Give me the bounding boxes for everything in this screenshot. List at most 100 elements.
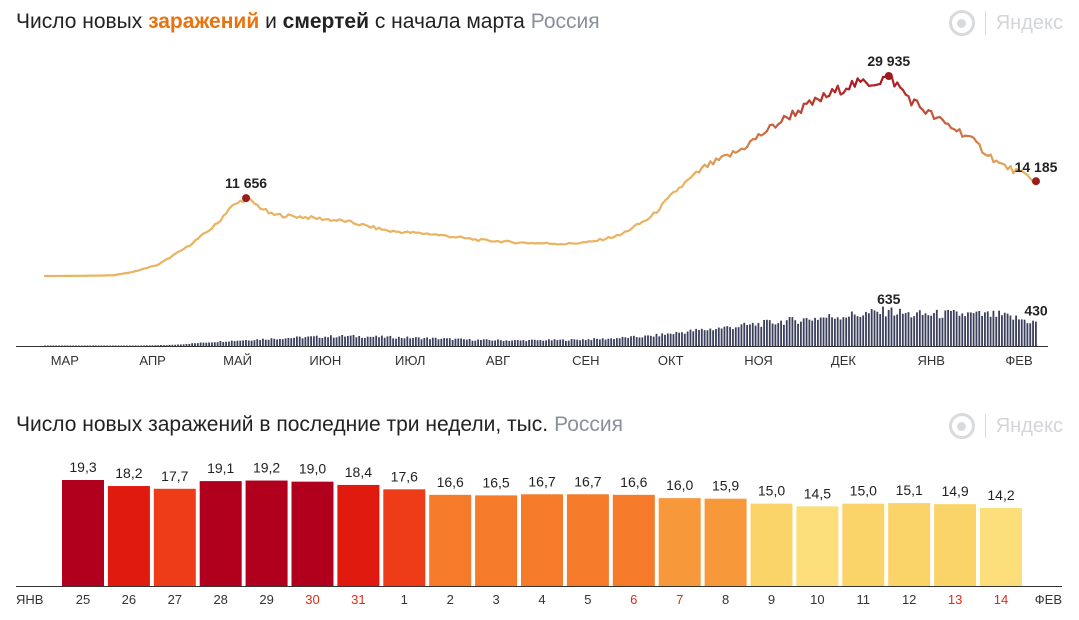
death-bar — [157, 345, 160, 346]
death-bar — [262, 338, 264, 346]
death-bar — [97, 345, 100, 346]
death-bar — [723, 326, 726, 346]
death-bar — [675, 331, 678, 346]
death-bar — [346, 335, 349, 346]
death-bar — [140, 345, 143, 346]
death-bar — [111, 345, 114, 346]
death-bar — [505, 340, 508, 346]
cases-value-label: 29 935 — [867, 53, 910, 69]
death-bar — [944, 310, 947, 346]
death-bar — [162, 345, 165, 346]
death-bar — [106, 345, 109, 346]
death-bar — [276, 339, 278, 346]
death-bar — [228, 341, 230, 346]
death-bar — [593, 338, 596, 346]
death-bar — [862, 315, 865, 346]
death-bar — [219, 341, 222, 346]
month-tick-label: ОКТ — [658, 353, 684, 368]
death-bar — [814, 317, 816, 346]
death-bar — [655, 333, 658, 346]
death-bar — [567, 340, 570, 346]
death-bar — [899, 308, 901, 346]
death-bar — [859, 316, 862, 346]
death-bar — [709, 328, 712, 346]
death-bar — [1032, 320, 1034, 346]
day-bar — [658, 498, 701, 586]
bar-value-label: 19,2 — [253, 460, 280, 476]
death-bar — [927, 315, 930, 346]
death-bar — [191, 343, 194, 346]
death-bar — [553, 339, 556, 346]
death-bar — [154, 345, 157, 346]
month-tick-label: ЯНВ — [918, 353, 945, 368]
death-bar — [734, 327, 737, 346]
death-bar — [143, 345, 145, 346]
death-bar — [216, 342, 219, 346]
death-bar — [729, 327, 732, 346]
death-bar — [480, 339, 482, 346]
death-bar — [876, 311, 879, 346]
death-bar — [361, 337, 363, 346]
day-bar — [291, 481, 334, 586]
death-bar — [678, 332, 681, 346]
death-bar — [83, 345, 86, 346]
death-bar — [961, 313, 964, 346]
yandex-logo[interactable]: Яндекс — [948, 10, 1063, 36]
death-bar — [884, 316, 887, 346]
chart2-title-text: Число новых заражений в последние три не… — [16, 413, 549, 436]
death-bar — [287, 338, 290, 346]
cases-peak-dot — [884, 72, 893, 80]
death-bar — [284, 338, 287, 346]
death-bar — [409, 338, 412, 346]
cases-segment — [958, 128, 964, 138]
death-bar — [502, 341, 505, 346]
death-bar — [454, 338, 457, 346]
deaths-bars — [44, 306, 1037, 346]
month-tick-label: ИЮЛ — [395, 353, 425, 368]
day-bar — [750, 503, 793, 586]
death-bar — [366, 336, 369, 346]
death-bar — [621, 336, 624, 346]
cases-segment — [978, 143, 984, 154]
death-bar — [556, 340, 559, 346]
cases-segment — [780, 114, 786, 124]
death-bar — [630, 336, 632, 346]
death-bar — [312, 336, 315, 346]
cases-value-label: 11 656 — [225, 175, 267, 191]
death-bar — [372, 336, 375, 346]
death-bar — [335, 337, 338, 346]
death-bar — [89, 345, 92, 346]
death-bar — [780, 320, 782, 346]
death-bar — [457, 338, 460, 346]
death-bar — [497, 339, 499, 346]
death-bar — [250, 340, 253, 346]
death-bar — [270, 338, 273, 346]
death-bar — [978, 310, 981, 346]
death-bar — [964, 316, 967, 346]
cases-segment — [811, 96, 817, 106]
death-bar — [341, 334, 344, 346]
death-bar — [307, 336, 310, 346]
death-bar — [1003, 312, 1006, 346]
yandex-logo-2[interactable]: Яндекс — [948, 413, 1063, 439]
death-bar — [638, 337, 641, 346]
death-bar — [681, 332, 683, 346]
bar-value-label: 16,7 — [574, 473, 601, 489]
death-bar — [802, 318, 805, 346]
bar-value-label: 14,9 — [941, 483, 968, 499]
bar-value-label: 19,0 — [299, 461, 326, 477]
day-bar — [107, 486, 150, 586]
death-bar — [856, 316, 859, 346]
bar-value-label: 19,1 — [207, 460, 234, 476]
death-bar — [126, 345, 128, 346]
death-bar — [689, 329, 692, 346]
death-bar — [794, 320, 797, 346]
death-bar — [137, 345, 140, 346]
death-bar — [511, 340, 513, 346]
death-bar — [783, 324, 785, 346]
death-bar — [109, 345, 111, 346]
bar-value-label: 14,5 — [804, 485, 831, 501]
day-bar — [842, 503, 885, 586]
death-bar — [94, 345, 97, 346]
death-bar — [732, 329, 734, 346]
